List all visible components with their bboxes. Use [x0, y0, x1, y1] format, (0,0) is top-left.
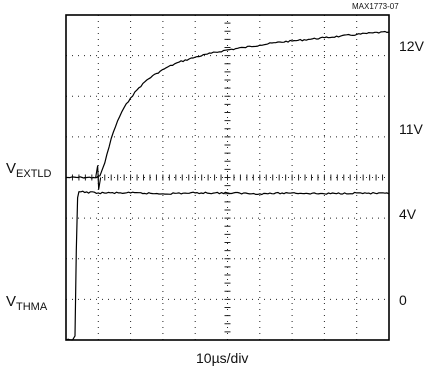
figure-id: MAX1773-07: [352, 2, 399, 11]
channel-label-vthma: VTHMA: [6, 293, 47, 313]
trace-vextld-glitch: [95, 165, 102, 190]
trace-vextld: [66, 30, 390, 179]
traces: [65, 30, 390, 341]
channel-label-vextld-main: V: [6, 160, 17, 177]
right-axis-label-4v: 4V: [399, 206, 417, 222]
channel-label-vextld-subscript: EXTLD: [16, 168, 52, 180]
channel-label-vextld: VEXTLD: [6, 160, 51, 180]
right-axis-label-11v: 11V: [399, 121, 423, 137]
channel-label-vthma-subscript: THMA: [16, 301, 48, 313]
trace-vthma: [65, 190, 390, 341]
channel-label-vthma-main: V: [6, 293, 17, 310]
right-axis-label-0: 0: [399, 292, 407, 308]
right-axis-label-12v: 12V: [399, 38, 424, 54]
x-axis-label: 10µs/div: [196, 350, 249, 366]
